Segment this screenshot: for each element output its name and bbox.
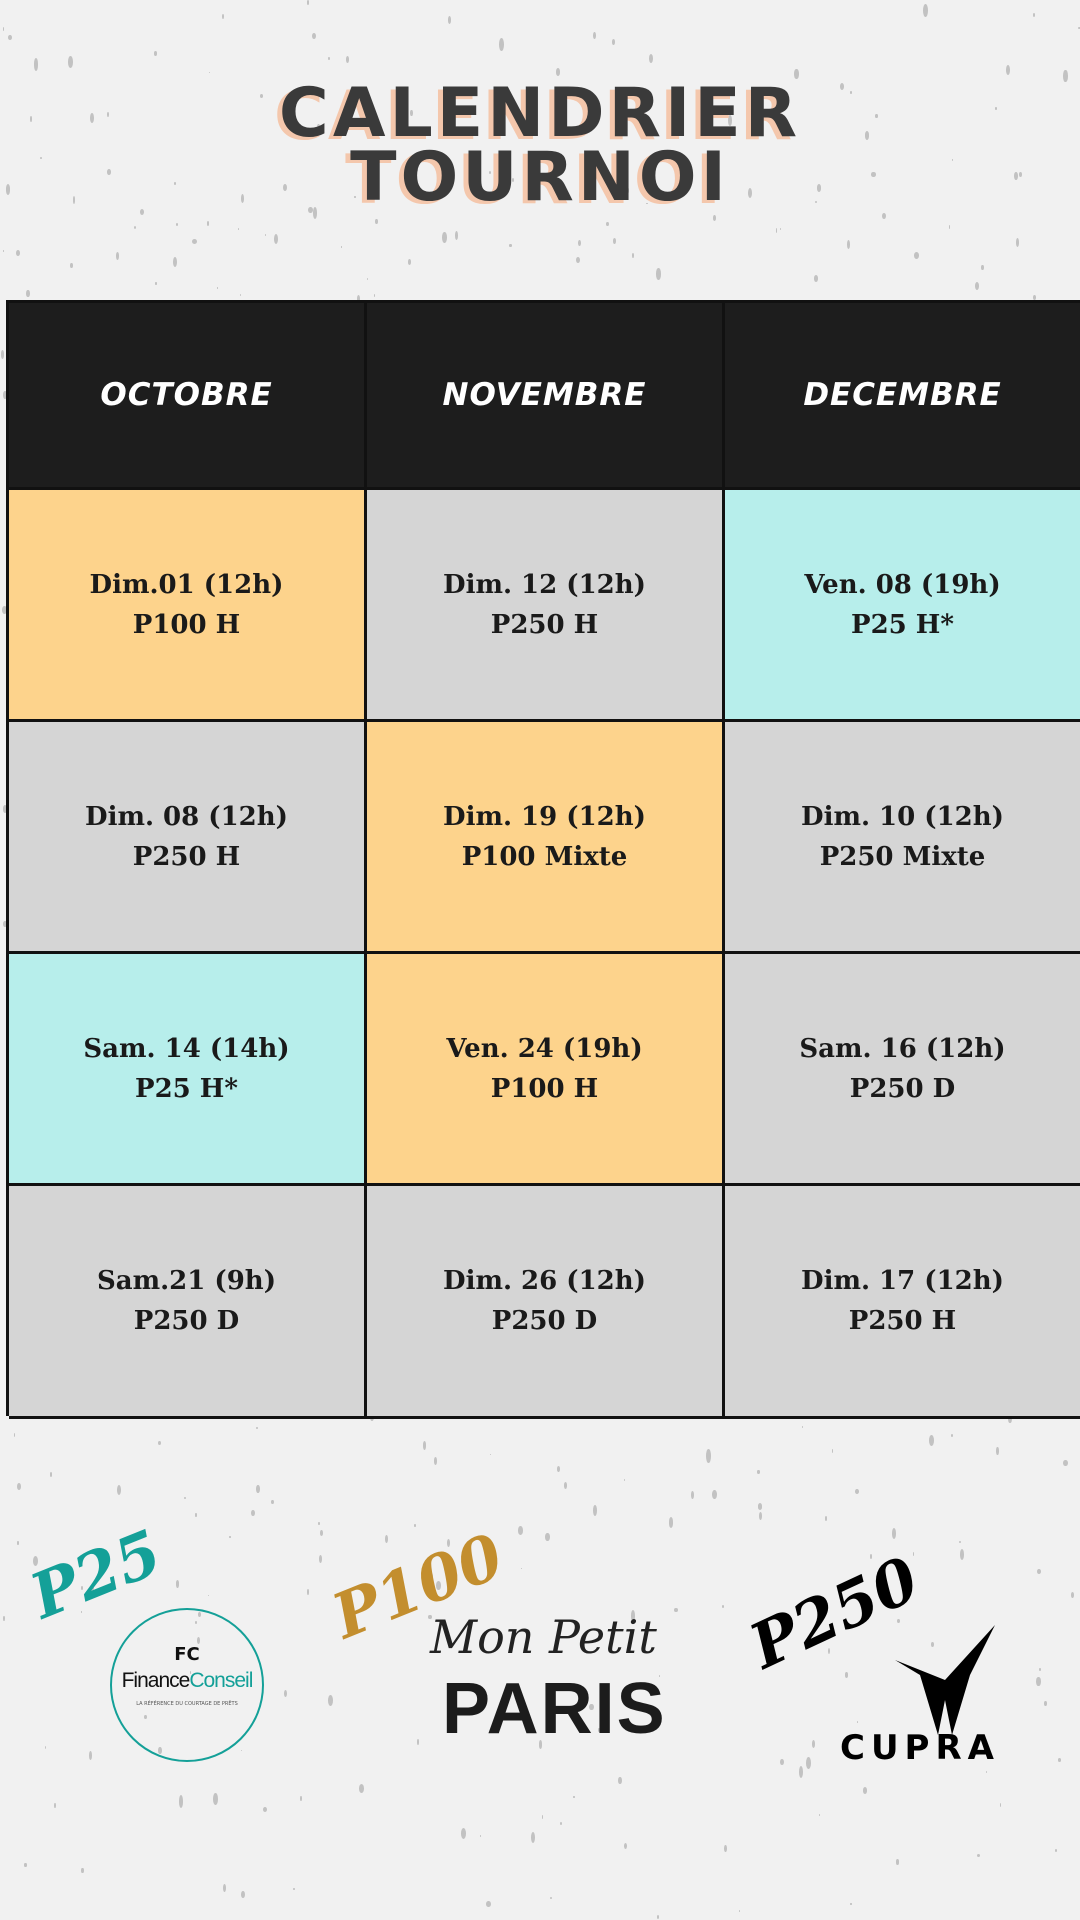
tournament-type: P25 H* [851,609,954,640]
tournament-cell: Dim. 12 (12h) P250 H [367,490,725,722]
cupra-emblem-icon [895,1625,995,1735]
tournament-type: P25 H* [135,1073,238,1104]
level-label: P25 [20,1515,172,1633]
tournament-type: P250 D [849,1073,956,1104]
tournament-cell: Sam.21 (9h) P250 D [9,1186,367,1419]
tournament-date: Dim. 19 (12h) [443,801,646,832]
cupra-wordmark: CUPRA [840,1728,1000,1768]
tournament-type: P250 H [132,841,241,872]
tournament-date: Dim. 17 (12h) [801,1266,1004,1296]
month-header: OCTOBRE [9,303,367,490]
mon-petit-logo: Mon Petit [430,1610,657,1664]
tournament-type: P250 D [133,1306,240,1336]
calendar-table: OCTOBRE NOVEMBRE DECEMBRE Dim.01 (12h) P1… [6,300,1080,1419]
tournament-date: Sam. 14 (14h) [83,1033,290,1064]
tournament-date: Dim. 08 (12h) [85,801,288,832]
tournament-date: Dim. 10 (12h) [801,801,1004,832]
month-header: DECEMBRE [725,303,1080,490]
tournament-cell: Sam. 14 (14h) P25 H* [9,954,367,1186]
tournament-type: P250 Mixte [819,841,986,872]
tournament-type: P250 H [848,1306,957,1336]
tournament-type: P100 H [132,609,241,640]
tournament-type: P250 D [491,1306,598,1336]
tournament-date: Sam. 16 (12h) [799,1033,1006,1064]
tournament-cell: Dim.01 (12h) P100 H [9,490,367,722]
page-title-line2: TOURNOI [350,138,730,217]
tournament-cell: Dim. 17 (12h) P250 H [725,1186,1080,1419]
tournament-date: Dim. 12 (12h) [443,569,646,600]
tournament-date: Dim.01 (12h) [89,569,284,600]
tournament-cell: Dim. 10 (12h) P250 Mixte [725,722,1080,954]
paris-logo: PARIS [442,1669,667,1749]
tournament-cell: Dim. 19 (12h) P100 Mixte [367,722,725,954]
logo-text-conseil: Conseil [189,1669,253,1692]
logo-text-finance: Finance [121,1669,191,1692]
fc-monogram: FC [174,1644,200,1665]
tournament-cell: Dim. 08 (12h) P250 H [9,722,367,954]
tournament-cell: Ven. 08 (19h) P25 H* [725,490,1080,722]
tournament-cell: Dim. 26 (12h) P250 D [367,1186,725,1419]
tournament-date: Dim. 26 (12h) [443,1266,646,1296]
tournament-date: Ven. 24 (19h) [446,1033,643,1064]
tournament-cell: Ven. 24 (19h) P100 H [367,954,725,1186]
tournament-date: Ven. 08 (19h) [804,569,1001,600]
month-header: NOVEMBRE [367,303,725,490]
tournament-date: Sam.21 (9h) [96,1266,277,1296]
tournament-cell: Sam. 16 (12h) P250 D [725,954,1080,1186]
tournament-type: P100 Mixte [461,841,628,872]
tournament-type: P250 H [490,609,599,640]
logo-tagline: LA RÉFÉRENCE DU COURTAGE DE PRÊTS [136,1701,238,1707]
page-title-line1: CALENDRIER [278,74,802,153]
financeconseil-logo: FC FinanceConseil LA RÉFÉRENCE DU COURTA… [110,1608,264,1762]
tournament-type: P100 H [490,1073,599,1104]
